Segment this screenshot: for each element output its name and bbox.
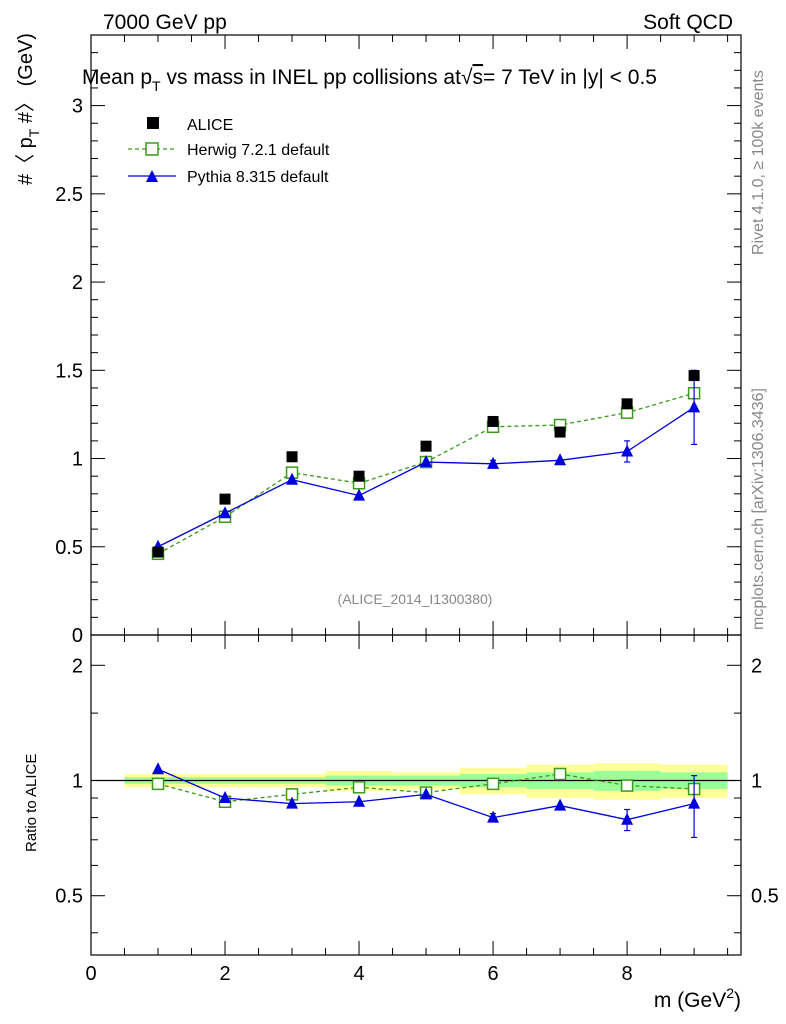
pythia-ratio-point (219, 791, 232, 804)
herwig-line (157, 392, 695, 555)
alice-point (688, 370, 700, 382)
alice-point (554, 426, 566, 438)
pythia-ratio-point (554, 798, 567, 811)
herwig-ratio-point (620, 779, 634, 792)
legend-label-herwig: Herwig 7.2.1 default (187, 142, 330, 159)
pythia-point (487, 456, 500, 469)
pythia-point (621, 444, 634, 457)
x-tick-label: 6 (487, 963, 498, 985)
pythia-point (219, 506, 232, 519)
ratio-frame (90, 634, 742, 956)
y-axis-label-main: #〈 pT #〉 (GeV) (15, 33, 42, 185)
ratio-y-tick-label-right: 2 (751, 655, 762, 677)
herwig-ratio-point (553, 767, 567, 781)
pythia-ratio-point (420, 787, 433, 800)
alice-point (152, 546, 164, 558)
analysis-watermark: (ALICE_2014_I1300380) (338, 591, 493, 607)
alice-point (286, 451, 298, 463)
alice-point (219, 493, 231, 505)
rivet-label: Rivet 4.1.0, ≥ 100k events (750, 70, 767, 255)
x-tick-label: 0 (85, 963, 96, 985)
herwig-ratio-point (151, 777, 165, 791)
y-axis-label-ratio: Ratio to ALICE (23, 754, 40, 852)
legend-marker-pythia (146, 170, 158, 182)
main-y-tick-label: 1 (72, 449, 83, 471)
legend-marker-herwig (145, 142, 159, 156)
x-tick-label: 2 (219, 963, 230, 985)
main-y-tick-label: 0 (72, 625, 83, 647)
legend-marker-alice (147, 117, 159, 129)
main-series (151, 369, 701, 561)
pythia-point (554, 453, 567, 466)
ratio-y-tick-label: 1 (72, 771, 83, 793)
alice-point (487, 415, 499, 427)
pythia-point (286, 472, 299, 485)
pythia-ratio-point (688, 796, 701, 809)
x-axis-label: m (GeV2) (654, 985, 741, 1012)
pythia-point (353, 488, 366, 501)
main-y-tick-label: 3 (72, 96, 83, 118)
herwig-ratio-point (352, 781, 366, 794)
legend-label-alice: ALICE (187, 117, 233, 134)
pythia-ratio-point (152, 762, 165, 775)
mcplots-label: mcplots.cern.ch [arXiv:1306.3436] (750, 388, 767, 630)
ratio-y-tick-label: 0.5 (55, 886, 83, 908)
main-y-tick-label: 2 (72, 272, 83, 294)
x-tick-label: 4 (353, 963, 364, 985)
ratio-uncertainty-bands (91, 763, 741, 800)
alice-point (621, 398, 633, 410)
x-tick-label: 8 (622, 963, 633, 985)
pythia-ratio-point (286, 796, 299, 809)
main-y-tick-label: 2.5 (55, 184, 83, 206)
pythia-point (420, 455, 433, 468)
ratio-axes: 0.5 0.5 1 1 2 2 0 2 4 6 8 (55, 635, 779, 985)
pythia-line (157, 406, 695, 548)
main-y-tick-label: 0.5 (55, 537, 83, 559)
alice-point (420, 440, 432, 452)
header-category: Soft QCD (643, 11, 733, 34)
main-y-tick-label: 1.5 (55, 360, 83, 382)
ratio-y-tick-label: 2 (72, 655, 83, 677)
legend-label-pythia: Pythia 8.315 default (187, 169, 329, 186)
main-axes: 0 0.5 1 1.5 2 2.5 3 (55, 35, 741, 647)
ratio-y-tick-label-right: 1 (751, 771, 762, 793)
header-energy: 7000 GeV pp (103, 11, 227, 34)
legend: ALICE Herwig 7.2.1 default Pythia 8.315 … (128, 117, 330, 186)
pythia-ratio-point (487, 810, 500, 823)
pythia-point (688, 400, 701, 413)
pythia-ratio-point (621, 812, 634, 825)
chart-title: Mean pT vs mass in INEL pp collisions at… (82, 66, 657, 94)
ratio-y-tick-label-right: 0.5 (751, 886, 779, 908)
ratio-series (151, 762, 701, 839)
herwig-ratio-point (486, 777, 500, 791)
alice-point (353, 470, 365, 482)
pythia-ratio-point (353, 794, 366, 807)
